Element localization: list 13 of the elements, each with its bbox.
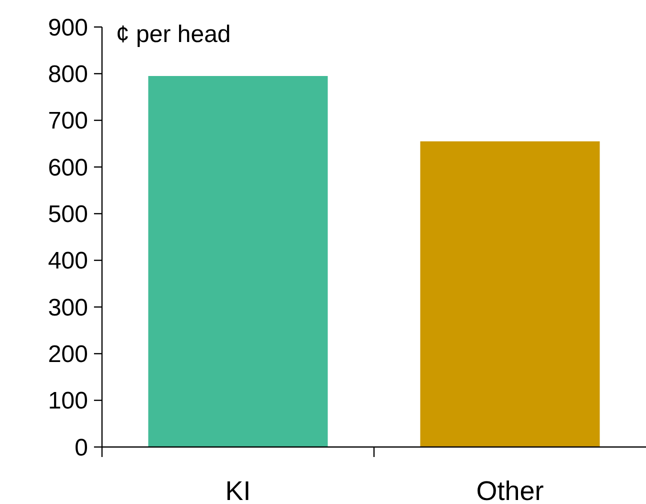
y-tick-label: 300 — [48, 294, 88, 322]
y-axis-title: ¢ per head — [116, 21, 231, 48]
y-tick-label: 0 — [74, 434, 88, 462]
y-tick-label: 400 — [48, 248, 88, 275]
x-tick-label: KI — [225, 476, 251, 504]
y-tick-label: 600 — [48, 154, 88, 182]
y-tick-label: 900 — [48, 14, 88, 42]
y-tick-label: 200 — [48, 341, 88, 368]
y-tick-label: 100 — [48, 388, 88, 415]
y-tick-label: 500 — [48, 201, 88, 228]
y-tick-label: 800 — [48, 61, 88, 88]
y-tick-label: 700 — [48, 108, 88, 135]
x-tick-label: Other — [476, 476, 544, 504]
